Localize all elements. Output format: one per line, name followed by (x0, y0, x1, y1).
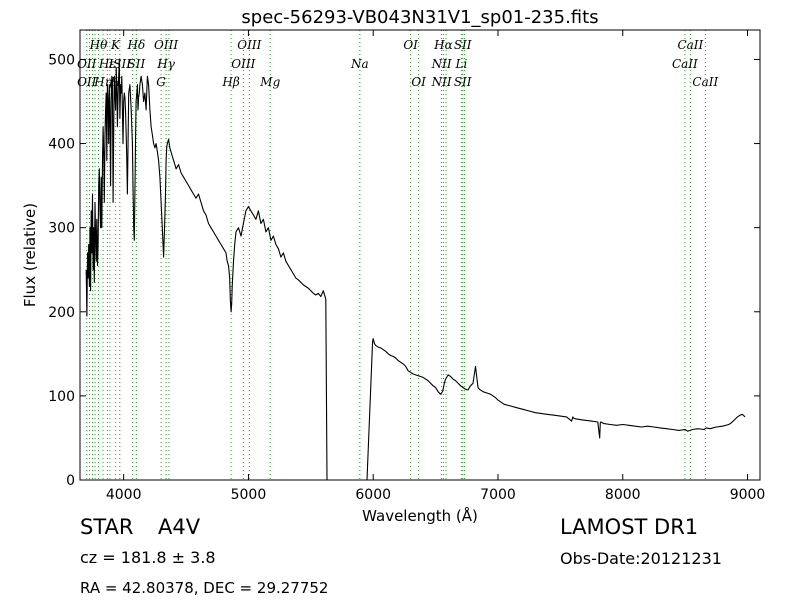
line-label: OIII (231, 57, 255, 71)
x-tick-label: 8000 (605, 487, 641, 503)
spectral-line-markers (86, 30, 706, 480)
line-label: NII (431, 75, 452, 89)
x-tick-label: 5000 (231, 487, 267, 503)
line-label: SII (454, 38, 472, 52)
x-axis: 4000 5000 6000 7000 8000 9000 (106, 30, 765, 503)
line-label: Na (350, 57, 369, 71)
line-label: SII (128, 57, 146, 71)
line-label: Hβ (221, 75, 239, 89)
survey-name: LAMOST DR1 (560, 515, 699, 539)
redshift-cz: cz = 181.8 ± 3.8 (80, 548, 216, 567)
line-label: Mg (259, 75, 280, 89)
line-label: OII (77, 57, 97, 71)
x-tick-label: 6000 (355, 487, 391, 503)
y-tick-label: 0 (66, 473, 75, 489)
y-tick-label: 100 (48, 389, 75, 405)
object-class: STAR (80, 515, 134, 539)
line-label: Hδ (127, 38, 146, 52)
line-label: Hγ (156, 57, 175, 71)
line-label: OII (77, 75, 97, 89)
line-label: Hθ (89, 38, 108, 52)
line-label: CaII (692, 75, 718, 89)
object-subclass: A4V (158, 515, 201, 539)
line-label: SII (454, 75, 472, 89)
y-tick-label: 400 (48, 137, 75, 153)
y-tick-label: 200 (48, 305, 75, 321)
spectrum-line (85, 58, 746, 481)
line-label: Li (455, 57, 468, 71)
chart-title: spec-56293-VB043N31V1_sp01-235.fits (241, 7, 598, 28)
plot-frame (79, 29, 761, 481)
x-tick-label: 7000 (480, 487, 516, 503)
line-label: OIII (154, 38, 178, 52)
line-label: OI (411, 75, 426, 89)
x-tick-label: 9000 (730, 487, 766, 503)
line-label: G (156, 75, 166, 89)
y-axis-label: Flux (relative) (21, 203, 39, 307)
line-label: K (110, 38, 121, 52)
y-tick-label: 500 (48, 52, 75, 68)
x-tick-label: 4000 (106, 487, 142, 503)
line-label: CaII (677, 38, 703, 52)
y-tick-label: 300 (48, 221, 75, 237)
line-label: OIII (237, 38, 261, 52)
spectral-line-labels: OIIOIIHθHηHεKHISIIHδSIIGOIIIHγHβOIIIOIII… (77, 38, 718, 89)
obs-date: Obs-Date:20121231 (560, 549, 722, 568)
ra-dec: RA = 42.80378, DEC = 29.27752 (80, 579, 329, 597)
line-label: Hε (98, 57, 116, 71)
x-axis-label: Wavelength (Å) (362, 506, 478, 525)
y-axis: 0 100 200 300 400 500 (48, 52, 760, 489)
line-label: NII (431, 57, 452, 71)
line-label: OI (403, 38, 418, 52)
line-label: CaII (672, 57, 698, 71)
line-label: Hα (433, 38, 453, 52)
